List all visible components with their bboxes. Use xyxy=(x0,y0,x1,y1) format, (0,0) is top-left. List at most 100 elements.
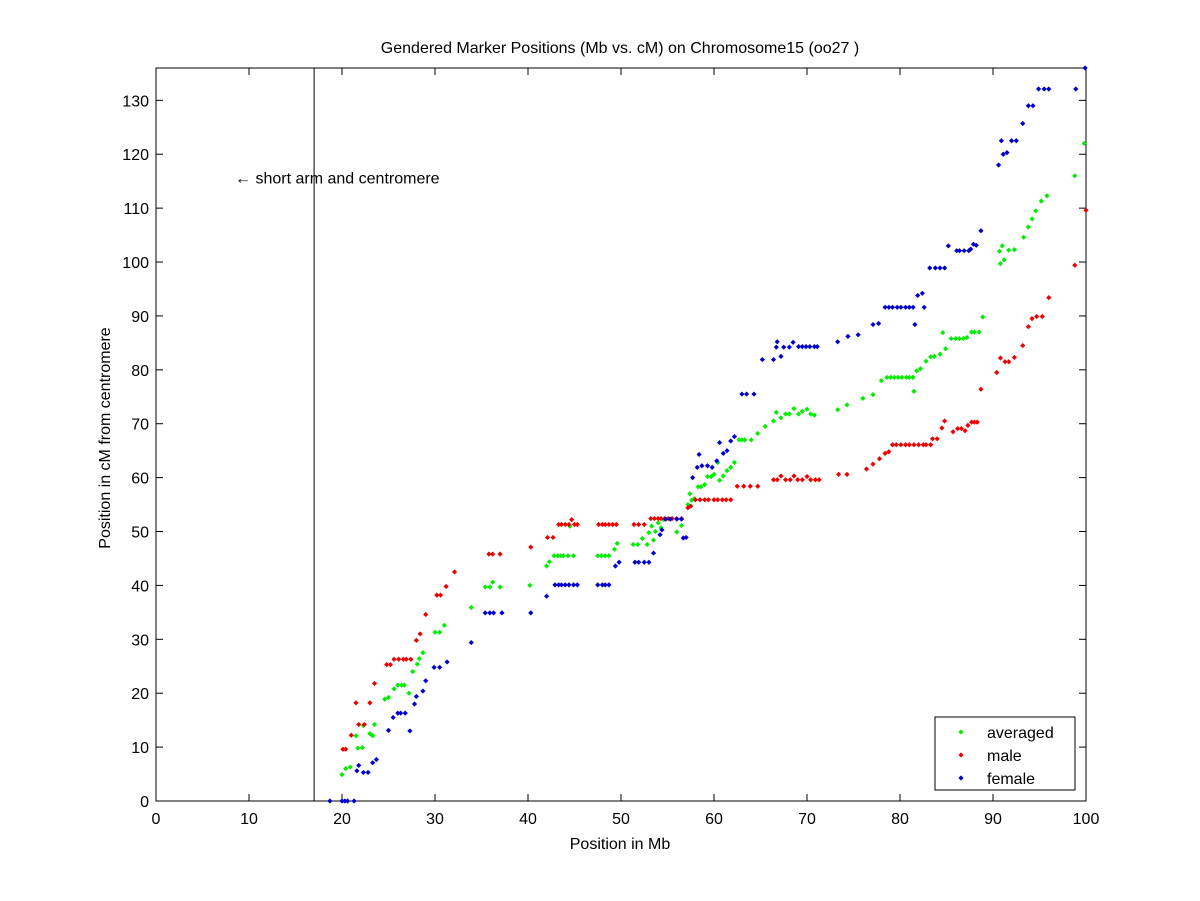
data-point-male xyxy=(688,503,694,509)
data-point-averaged xyxy=(971,329,977,335)
data-point-female xyxy=(680,535,686,541)
data-point-female xyxy=(855,332,861,338)
data-point-female xyxy=(650,550,657,556)
data-point-averaged xyxy=(674,529,680,535)
data-point-averaged xyxy=(406,690,412,696)
data-point-female xyxy=(898,304,904,310)
data-point-male xyxy=(893,442,899,448)
data-point-male xyxy=(902,442,909,448)
data-point-averaged xyxy=(650,537,657,543)
data-point-averaged xyxy=(635,541,641,548)
data-point-female xyxy=(728,438,734,444)
legend-label-averaged: averaged xyxy=(987,725,1054,742)
data-point-female xyxy=(646,559,652,565)
data-point-averaged xyxy=(414,661,420,667)
data-point-male xyxy=(795,477,801,483)
data-point-averaged xyxy=(878,378,884,384)
data-point-averaged xyxy=(630,541,636,548)
data-point-male xyxy=(770,477,777,483)
data-point-male xyxy=(808,477,814,483)
data-point-male xyxy=(361,721,367,728)
data-point-averaged xyxy=(1001,257,1007,263)
data-point-female xyxy=(889,304,896,310)
data-point-female xyxy=(1020,120,1026,127)
y-tick-label: 0 xyxy=(140,794,149,811)
data-point-male xyxy=(599,521,605,528)
data-point-male xyxy=(965,422,971,428)
data-point-female xyxy=(731,434,738,440)
data-point-male xyxy=(340,746,346,752)
data-point-female xyxy=(339,798,345,804)
data-point-male xyxy=(741,483,747,489)
data-point-female xyxy=(773,344,779,350)
data-point-female xyxy=(566,582,572,588)
data-point-averaged xyxy=(964,334,970,341)
y-tick-label: 10 xyxy=(131,740,149,757)
data-point-female xyxy=(1013,138,1019,144)
data-point-male xyxy=(356,721,362,728)
data-point-female xyxy=(570,582,577,588)
data-point-averaged xyxy=(441,622,447,628)
data-point-averaged xyxy=(395,682,401,688)
data-point-female xyxy=(444,659,450,665)
data-point-male xyxy=(655,515,661,522)
data-point-male xyxy=(816,477,822,483)
data-point-averaged xyxy=(796,411,802,417)
data-point-female xyxy=(978,228,984,234)
data-point-male xyxy=(641,521,647,528)
data-point-female xyxy=(407,728,413,734)
data-point-male xyxy=(413,637,419,643)
data-point-averaged xyxy=(546,559,552,565)
data-point-male xyxy=(994,369,1000,376)
x-tick-label: 100 xyxy=(1073,811,1100,828)
data-point-averaged xyxy=(748,437,754,443)
data-point-female xyxy=(641,559,647,565)
data-point-male xyxy=(1072,262,1078,268)
data-point-averaged xyxy=(891,374,898,380)
data-point-female xyxy=(781,344,787,350)
data-point-male xyxy=(423,611,429,618)
data-point-averaged xyxy=(401,682,407,688)
data-point-averaged xyxy=(527,582,533,589)
data-point-male xyxy=(876,456,883,462)
data-point-female xyxy=(998,138,1004,144)
data-point-female xyxy=(413,693,419,700)
data-point-averaged xyxy=(355,745,361,751)
data-point-female xyxy=(1030,103,1036,109)
data-point-male xyxy=(451,569,458,575)
data-point-male xyxy=(367,700,373,706)
data-point-averaged xyxy=(773,409,779,416)
data-point-averaged xyxy=(997,261,1004,267)
y-axis-label: Position in cM from centromere xyxy=(97,327,114,549)
data-point-averaged xyxy=(687,491,693,497)
data-point-female xyxy=(954,248,960,254)
x-tick-label: 70 xyxy=(798,811,816,828)
data-point-male xyxy=(417,631,423,637)
data-point-male xyxy=(728,497,734,503)
data-point-averaged xyxy=(791,406,797,412)
data-point-female xyxy=(919,290,925,296)
data-point-female xyxy=(574,582,580,588)
data-point-female xyxy=(970,241,977,247)
data-point-male xyxy=(783,477,789,483)
data-point-female xyxy=(774,339,780,345)
data-point-female xyxy=(657,532,663,538)
data-point-female xyxy=(886,304,892,310)
y-tick-label: 100 xyxy=(122,255,149,272)
data-point-male xyxy=(886,449,892,455)
data-point-male xyxy=(602,521,608,528)
data-point-averaged xyxy=(487,584,493,590)
data-point-female xyxy=(659,527,665,533)
data-point-averaged xyxy=(1072,173,1078,179)
data-point-female xyxy=(397,710,404,716)
data-point-female xyxy=(373,756,380,763)
y-tick-label: 30 xyxy=(131,632,149,649)
data-point-female xyxy=(667,516,673,522)
data-point-averaged xyxy=(808,411,814,417)
data-point-averaged xyxy=(953,335,959,342)
data-point-averaged xyxy=(611,546,618,552)
data-point-female xyxy=(395,710,401,716)
data-point-female xyxy=(356,762,362,769)
data-point-averaged xyxy=(560,553,566,559)
data-point-male xyxy=(692,497,698,503)
